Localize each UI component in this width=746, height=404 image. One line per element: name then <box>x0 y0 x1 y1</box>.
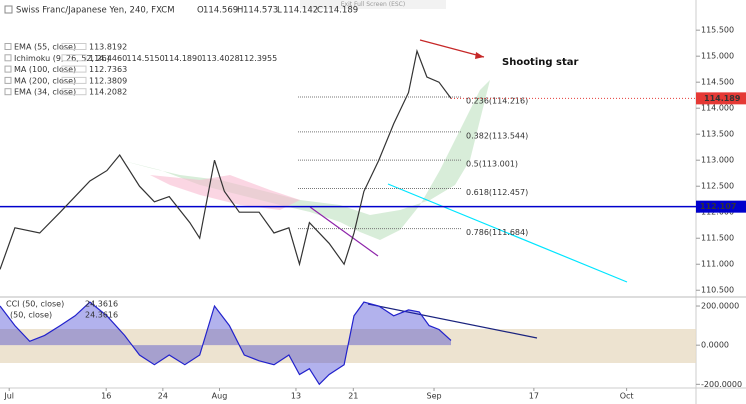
y-tick-label: 111.000 <box>701 260 734 269</box>
trend-line <box>419 39 485 58</box>
legend-name: (50, close) <box>10 311 52 320</box>
indicator-value: 112.7363 <box>89 65 127 74</box>
indicator-name: MA (100, close) <box>14 65 76 74</box>
ohlc-value: 114.569 <box>203 6 238 16</box>
price-tag-label: 114.189 <box>704 94 741 103</box>
indicator-value: 114.4460 <box>89 54 127 63</box>
fib-label: 0.382(113.544) <box>466 131 528 140</box>
chart-title: Swiss Franc/Japanese Yen, 240, FXCM <box>16 6 175 16</box>
trend-line <box>309 206 379 257</box>
indicator-icon <box>4 76 12 84</box>
ohlc-value: 114.142 <box>283 6 318 16</box>
arrow-head <box>475 52 484 59</box>
fib-label: 0.618(112.457) <box>466 188 528 197</box>
cci-line <box>0 301 452 386</box>
indicator-buttons <box>61 76 87 84</box>
y-tick-label: 115.000 <box>701 52 734 61</box>
indicator-value: 113.8192 <box>89 43 127 52</box>
indicator-buttons <box>61 88 87 96</box>
fib-label: 0.5(113.001) <box>466 160 518 169</box>
ohlc-value: 114.189 <box>323 6 358 16</box>
indicator-buttons <box>61 54 87 62</box>
ohlc-key: L <box>277 6 282 16</box>
ohlc-key: H <box>237 6 243 16</box>
ichimoku-cloud <box>120 80 490 240</box>
trend-line <box>387 183 628 283</box>
indicator-icon <box>4 65 12 73</box>
x-tick-label: 16 <box>101 392 111 401</box>
ohlc-key: C <box>317 6 323 16</box>
exit-label[interactable]: Exit Full Screen (ESC) <box>341 1 405 8</box>
indicator-icon <box>4 88 12 96</box>
indicator-name: MA (200, close) <box>14 76 76 85</box>
fib-label: 0.236(114.216) <box>466 96 528 105</box>
ohlc-value: 114.573 <box>243 6 278 16</box>
y-tick-label: 200.0000 <box>701 302 739 311</box>
indicator-value: 113.4028 <box>202 54 240 63</box>
trend-line <box>367 303 538 339</box>
indicator-value: 114.5150 <box>127 54 165 63</box>
x-tick-label: 17 <box>529 392 539 401</box>
indicator-icon <box>4 43 12 50</box>
annotation: Shooting star <box>502 57 579 68</box>
y-tick-label: 110.500 <box>701 286 734 295</box>
indicator-buttons <box>61 65 87 73</box>
y-tick-label: 115.500 <box>701 26 734 35</box>
y-tick-label: 111.500 <box>701 234 734 243</box>
exit-button[interactable] <box>300 0 446 9</box>
y-tick-label: 114.000 <box>701 104 734 113</box>
price-tag-label: 112.107 <box>700 202 736 211</box>
y-tick-label: 0.0000 <box>701 341 729 350</box>
x-tick-label: Aug <box>212 392 228 401</box>
price-tag <box>696 200 746 213</box>
indicator-value: 112.3955 <box>239 54 277 63</box>
indicator-value: 114.2082 <box>89 88 127 97</box>
indicator-icon <box>4 54 12 62</box>
price-tag <box>696 92 746 105</box>
fib-label: 0.786(111.684) <box>466 228 528 237</box>
indicator-buttons <box>61 43 87 50</box>
x-tick-label: 13 <box>291 392 301 401</box>
price-line <box>0 48 452 270</box>
x-tick-label: Sep <box>426 392 441 401</box>
x-tick-label: Jul <box>3 392 14 401</box>
indicator-name: EMA (34, close) <box>14 88 76 97</box>
y-tick-label: 113.500 <box>701 130 734 139</box>
y-tick-label: -200.0000 <box>701 380 742 389</box>
indicator-value: 114.1890 <box>164 54 202 63</box>
collapse-icon[interactable] <box>4 5 13 14</box>
legend-name: CCI (50, close) <box>6 300 64 309</box>
y-tick-label: 114.500 <box>701 78 734 87</box>
y-tick-label: 113.000 <box>701 156 734 165</box>
indicator-value: 112.3809 <box>89 76 127 85</box>
x-tick-label: 21 <box>348 392 358 401</box>
x-tick-label: 24 <box>158 392 168 401</box>
indicator-name: EMA (55, close) <box>14 43 76 52</box>
legend-value: 24.3616 <box>85 311 118 320</box>
ohlc-key: O <box>197 6 204 16</box>
legend-value: 24.3616 <box>85 300 118 309</box>
x-tick-label: Oct <box>620 392 634 401</box>
y-tick-label: 112.500 <box>701 182 734 191</box>
